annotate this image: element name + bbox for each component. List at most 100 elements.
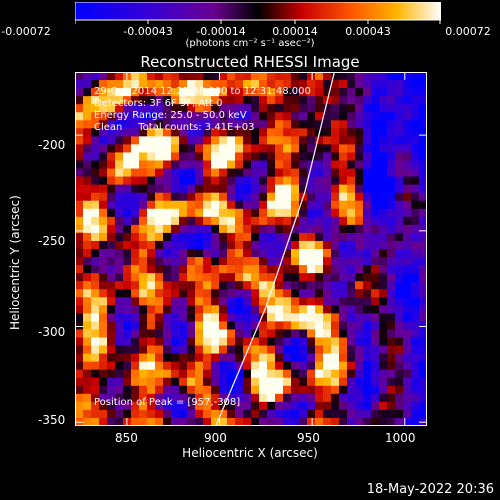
heatmap-cell [147,385,156,395]
heatmap-cell [387,385,396,395]
heatmap-cell [387,345,396,354]
heatmap-cell [155,152,164,161]
heatmap-cell [395,120,404,129]
heatmap-cell [203,232,212,242]
heatmap-cell [211,265,220,274]
heatmap-cell [123,249,132,258]
heatmap-cell [275,385,284,395]
heatmap-cell [203,313,212,322]
heatmap-cell [379,289,388,298]
heatmap-cell [259,345,268,354]
heatmap-cell [275,152,284,161]
heatmap-cell [275,160,284,169]
heatmap-cell [75,144,84,153]
heatmap-cell [411,88,420,97]
heatmap-cell [395,257,404,266]
heatmap-cell [315,96,324,105]
heatmap-cell [147,240,156,250]
heatmap-cell [91,353,100,362]
heatmap-cell [363,168,372,177]
heatmap-cell [315,249,324,258]
heatmap-cell [83,313,92,322]
heatmap-cell [179,168,188,177]
heatmap-cell [107,136,116,145]
heatmap-cell [155,329,164,338]
heatmap-cell [395,184,404,193]
heatmap-cell [259,273,268,282]
colorbar-tick-label: 0.00043 [345,25,391,38]
heatmap-cell [275,361,284,370]
heatmap-cell [403,160,412,169]
heatmap-cell [283,305,292,314]
heatmap-cell [291,184,300,193]
heatmap-cell [275,393,284,403]
heatmap-cell [339,136,348,145]
heatmap-cell [259,265,268,274]
heatmap-cell [347,72,356,81]
heatmap-cell [219,297,228,306]
heatmap-cell [323,345,332,354]
heatmap-cell [411,345,420,354]
heatmap-cell [331,337,340,346]
heatmap-cell [267,136,276,145]
heatmap-cell [155,313,164,322]
heatmap-cell [155,385,164,395]
heatmap-cell [251,393,260,403]
heatmap-cell [83,136,92,145]
heatmap-cell [139,321,148,330]
heatmap-cell [323,232,332,242]
heatmap-cell [379,152,388,161]
heatmap-cell [355,329,364,338]
heatmap-cell [187,281,196,290]
heatmap-cell [307,345,316,354]
heatmap-cell [259,80,268,89]
heatmap-cell [323,401,332,411]
heatmap-cell [139,176,148,185]
heatmap-cell [347,160,356,169]
heatmap-cell [323,120,332,129]
heatmap-cell [203,200,212,210]
heatmap-cell [115,313,124,322]
heatmap-cell [251,265,260,274]
heatmap-cell [171,353,180,362]
heatmap-cell [203,257,212,266]
heatmap-cell [235,337,244,346]
heatmap-cell [123,369,132,379]
heatmap-cell [411,329,420,338]
heatmap-cell [259,289,268,298]
heatmap-cell [99,192,108,202]
heatmap-cell [107,401,116,411]
heatmap-cell [283,417,292,426]
heatmap-cell [139,200,148,210]
heatmap-cell [291,96,300,105]
heatmap-cell [363,112,372,121]
heatmap-cell [83,208,92,218]
heatmap-cell [155,72,164,81]
heatmap-cell [227,144,236,153]
heatmap-cell [139,104,148,113]
heatmap-cell [283,297,292,306]
heatmap-cell [131,305,140,314]
heatmap-cell [219,289,228,298]
heatmap-cell [387,369,396,379]
heatmap-cell [123,200,132,210]
heatmap-cell [291,72,300,81]
heatmap-cell [331,377,340,387]
heatmap-cell [331,393,340,403]
heatmap-cell [347,200,356,210]
heatmap-cell [355,417,364,426]
heatmap-cell [83,377,92,387]
heatmap-cell [107,120,116,129]
heatmap-cell [99,385,108,395]
heatmap-cell [219,337,228,346]
heatmap-cell [299,369,308,379]
heatmap-cell [323,112,332,121]
heatmap-cell [235,313,244,322]
heatmap-cell [331,104,340,113]
heatmap-cell [307,305,316,314]
heatmap-cell [315,385,324,395]
heatmap-cell [323,136,332,145]
heatmap-cell [283,257,292,266]
heatmap-cell [139,345,148,354]
heatmap-cell [355,80,364,89]
